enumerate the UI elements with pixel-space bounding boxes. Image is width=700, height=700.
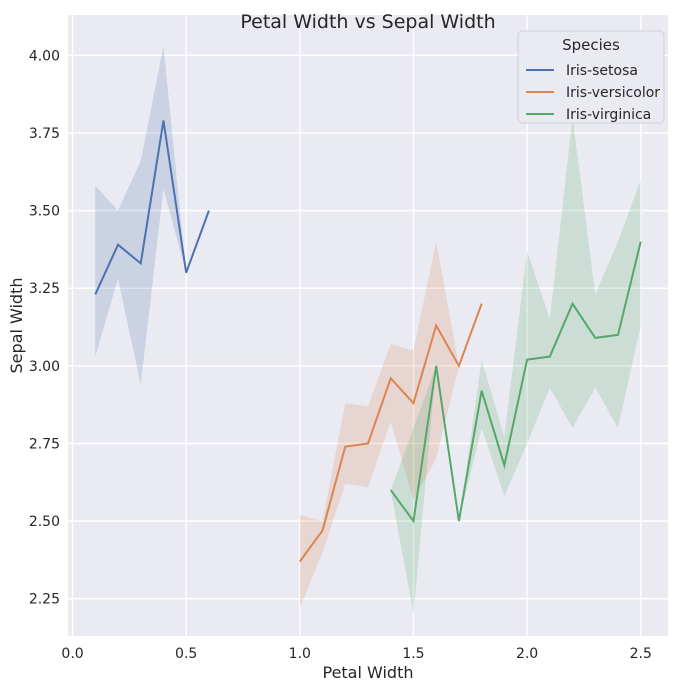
confidence-bands bbox=[95, 46, 641, 615]
y-tick-label: 3.75 bbox=[29, 126, 60, 142]
x-tick-label: 1.5 bbox=[402, 646, 424, 662]
legend-title: Species bbox=[562, 36, 620, 54]
x-tick-label: 2.0 bbox=[516, 646, 538, 662]
y-axis-label: Sepal Width bbox=[7, 278, 26, 374]
y-tick-label: 3.50 bbox=[29, 204, 60, 220]
series-line bbox=[299, 303, 483, 563]
y-tick-label: 2.50 bbox=[29, 514, 60, 530]
x-tick-label: 2.5 bbox=[630, 646, 652, 662]
y-tick-label: 2.75 bbox=[29, 436, 60, 452]
series-band bbox=[390, 117, 641, 615]
y-tick-label: 3.25 bbox=[29, 281, 60, 297]
legend: Species Iris-setosa Iris-versicolor Iris-vi… bbox=[517, 30, 665, 124]
series-line bbox=[389, 241, 642, 524]
y-tick-label: 2.25 bbox=[29, 592, 60, 608]
series-band bbox=[299, 241, 482, 609]
axes-layer: 0.0 0.5 1.0 1.5 2.0 2.5 2.25 2.50 2.75 3.00 3.25 3.… bbox=[29, 48, 652, 662]
legend-box bbox=[517, 30, 665, 124]
chart-title: Petal Width vs Sepal Width bbox=[240, 11, 495, 33]
x-tick-label: 1.0 bbox=[289, 646, 311, 662]
y-tick-label: 3.00 bbox=[29, 359, 60, 375]
legend-label: Iris-setosa bbox=[566, 63, 638, 79]
series-band bbox=[95, 46, 209, 385]
series-lines bbox=[94, 120, 642, 563]
x-tick-label: 0.5 bbox=[175, 646, 197, 662]
series-line bbox=[94, 120, 210, 295]
x-tick-label: 0.0 bbox=[61, 646, 83, 662]
y-tick-label: 4.00 bbox=[29, 48, 60, 64]
legend-label: Iris-versicolor bbox=[566, 85, 660, 101]
x-axis-label: Petal Width bbox=[322, 663, 413, 682]
legend-label: Iris-virginica bbox=[566, 107, 651, 123]
